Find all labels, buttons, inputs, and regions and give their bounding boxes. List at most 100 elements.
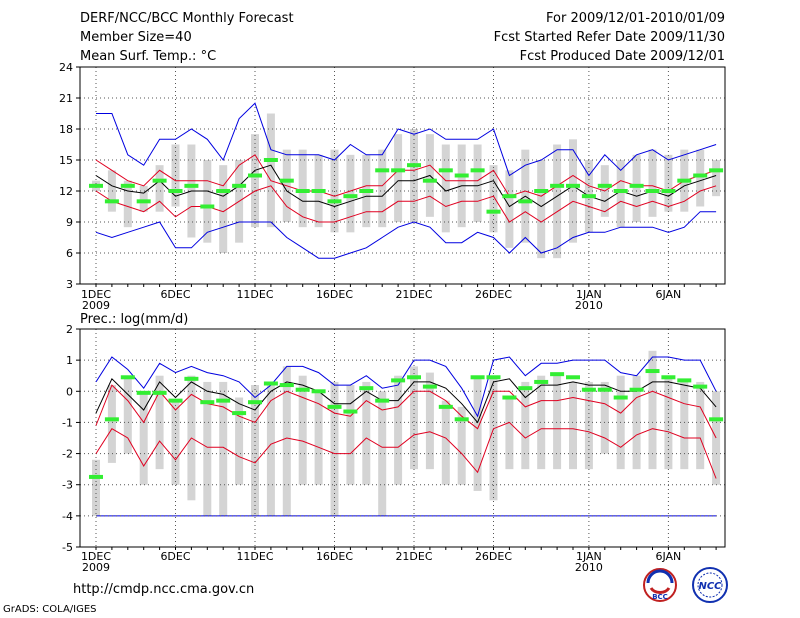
variable-label: Mean Surf. Temp.: °C xyxy=(80,49,217,64)
ensemble-range-bar xyxy=(123,180,132,228)
observed-marker xyxy=(407,163,421,168)
ensemble-range-bar xyxy=(362,381,371,485)
observed-marker xyxy=(359,189,374,193)
x-tick-label: 1DEC xyxy=(81,288,111,301)
observed-marker xyxy=(327,199,342,204)
observed-marker xyxy=(534,189,549,193)
ensemble-range-bar xyxy=(553,375,562,470)
ensemble-range-bar xyxy=(712,160,721,197)
observed-marker xyxy=(502,395,517,400)
ensemble-range-bar xyxy=(139,185,148,212)
ensemble-range-bar xyxy=(298,375,307,485)
observed-marker xyxy=(120,183,135,188)
y-tick-label: 2 xyxy=(66,323,73,336)
x-tick-label: 6DEC xyxy=(160,550,190,563)
grads-credit: GrADS: COLA/IGES xyxy=(3,604,97,615)
series-line-ensemble-min xyxy=(95,211,717,259)
observed-marker xyxy=(709,417,724,422)
ensemble-range-bar xyxy=(282,366,291,516)
x-tick-label: 6DEC xyxy=(160,288,190,301)
observed-marker xyxy=(454,173,469,178)
observed-marker xyxy=(343,194,358,199)
observed-marker xyxy=(200,400,215,405)
product-title: DERF/NCC/BCC Monthly Forecast xyxy=(80,11,294,26)
y-tick-label: 0 xyxy=(66,385,73,398)
ensemble-range-bar xyxy=(107,385,116,463)
y-tick-label: 12 xyxy=(59,185,73,198)
y-tick-label: -4 xyxy=(62,510,73,523)
observed-marker xyxy=(693,173,708,178)
y-tick-label: 1 xyxy=(66,354,73,367)
observed-marker xyxy=(89,474,103,479)
ensemble-range-bar xyxy=(155,375,164,470)
forecast-period: For 2009/12/01-2010/01/09 xyxy=(546,11,725,26)
observed-marker xyxy=(136,199,151,204)
observed-marker xyxy=(295,189,310,193)
observed-marker xyxy=(104,199,119,204)
ensemble-range-bar xyxy=(235,397,244,485)
ensemble-range-bar xyxy=(505,170,514,248)
observed-marker xyxy=(168,398,183,403)
y-tick-label: -1 xyxy=(62,416,73,429)
observed-marker xyxy=(677,378,692,383)
observed-marker xyxy=(422,384,437,389)
plot-frame xyxy=(79,66,726,285)
x-tick-label: 16DEC xyxy=(316,550,353,563)
x-tick-label: 6JAN xyxy=(655,550,681,563)
ensemble-range-bar xyxy=(219,165,228,253)
series-line-ensemble-mean xyxy=(95,164,717,208)
x-tick-label: 1DEC xyxy=(81,550,111,563)
observed-marker xyxy=(391,168,406,173)
x-tick-label: 1JAN xyxy=(576,550,602,563)
observed-marker xyxy=(279,178,294,183)
ensemble-range-bar xyxy=(123,375,132,454)
ensemble-range-bar xyxy=(648,149,657,217)
observed-marker xyxy=(216,189,231,193)
observed-marker xyxy=(661,189,676,193)
ensemble-range-bar xyxy=(521,381,530,470)
y-tick-label: 9 xyxy=(66,216,73,229)
bcc-logo: BCC xyxy=(643,568,677,602)
observed-marker xyxy=(311,389,326,394)
observed-marker xyxy=(502,194,517,199)
ensemble-range-bar xyxy=(648,350,657,470)
x-tick-label: 11DEC xyxy=(236,550,273,563)
observed-marker xyxy=(89,183,103,188)
observed-marker xyxy=(359,386,374,391)
observed-marker xyxy=(152,390,167,395)
observed-marker xyxy=(470,375,485,380)
ensemble-range-bar xyxy=(171,400,180,485)
ensemble-range-bar xyxy=(330,381,339,516)
observed-marker xyxy=(343,409,358,414)
ensemble-range-bar xyxy=(632,154,641,222)
observed-marker xyxy=(184,376,199,381)
ensemble-range-bar xyxy=(394,134,403,222)
ensemble-range-bar xyxy=(251,385,259,516)
observed-marker xyxy=(407,375,421,380)
observed-marker xyxy=(677,178,692,183)
observed-marker xyxy=(152,178,167,183)
x-tick-label: 11DEC xyxy=(236,288,273,301)
member-size: Member Size=40 xyxy=(80,30,192,45)
ensemble-range-bar xyxy=(553,144,562,259)
observed-marker xyxy=(438,404,453,409)
observed-marker xyxy=(200,204,215,209)
ensemble-range-bar xyxy=(696,149,705,207)
observed-marker xyxy=(120,375,135,380)
ensemble-range-bar xyxy=(696,381,705,470)
observed-marker xyxy=(550,183,565,188)
bcc-logo-text: BCC xyxy=(652,593,668,601)
ensemble-range-bar xyxy=(473,378,482,491)
observed-marker xyxy=(566,183,580,188)
ensemble-range-bar xyxy=(107,170,116,212)
ensemble-range-bar xyxy=(266,381,275,516)
observed-marker xyxy=(232,411,247,416)
source-url[interactable]: http://cmdp.ncc.cma.gov.cn xyxy=(73,582,255,597)
ensemble-range-bar xyxy=(441,144,450,233)
observed-marker xyxy=(279,383,294,388)
observed-marker xyxy=(391,378,406,383)
observed-marker xyxy=(136,390,151,395)
ensemble-range-bar xyxy=(155,165,164,212)
series-line-ensemble-mean xyxy=(95,377,717,424)
